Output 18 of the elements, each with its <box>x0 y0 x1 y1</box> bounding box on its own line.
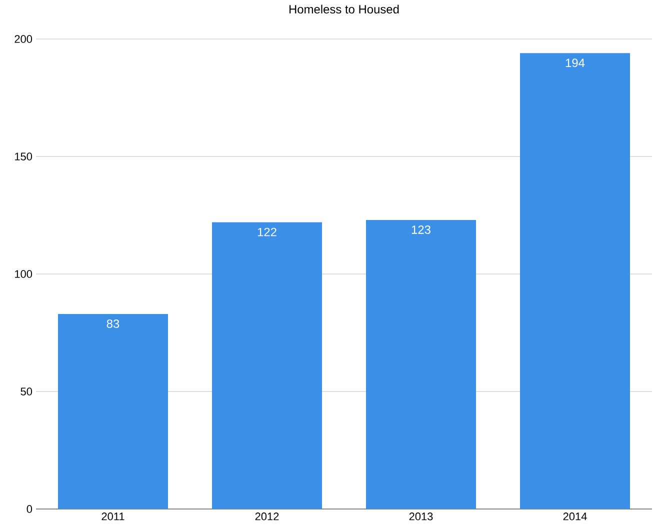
x-tick-label: 2012 <box>255 512 279 520</box>
x-tick-label: 2011 <box>102 512 124 520</box>
bar <box>366 220 476 509</box>
x-tick-label: 2014 <box>563 512 587 520</box>
y-tick-label: 0 <box>26 505 32 513</box>
bar <box>58 314 168 509</box>
y-tick-label: 150 <box>15 152 32 160</box>
bar <box>520 53 630 509</box>
data-label: 83 <box>106 319 120 328</box>
x-tick-label: 2013 <box>409 512 433 520</box>
data-label: 122 <box>258 228 276 236</box>
y-tick-label: 100 <box>15 270 32 278</box>
y-tick-label: 50 <box>20 388 32 396</box>
data-label: 123 <box>412 225 430 234</box>
y-tick-label: 200 <box>14 35 32 43</box>
chart-title: Homeless to Housed <box>290 4 399 14</box>
data-label: 194 <box>566 58 585 68</box>
bar <box>212 222 322 509</box>
